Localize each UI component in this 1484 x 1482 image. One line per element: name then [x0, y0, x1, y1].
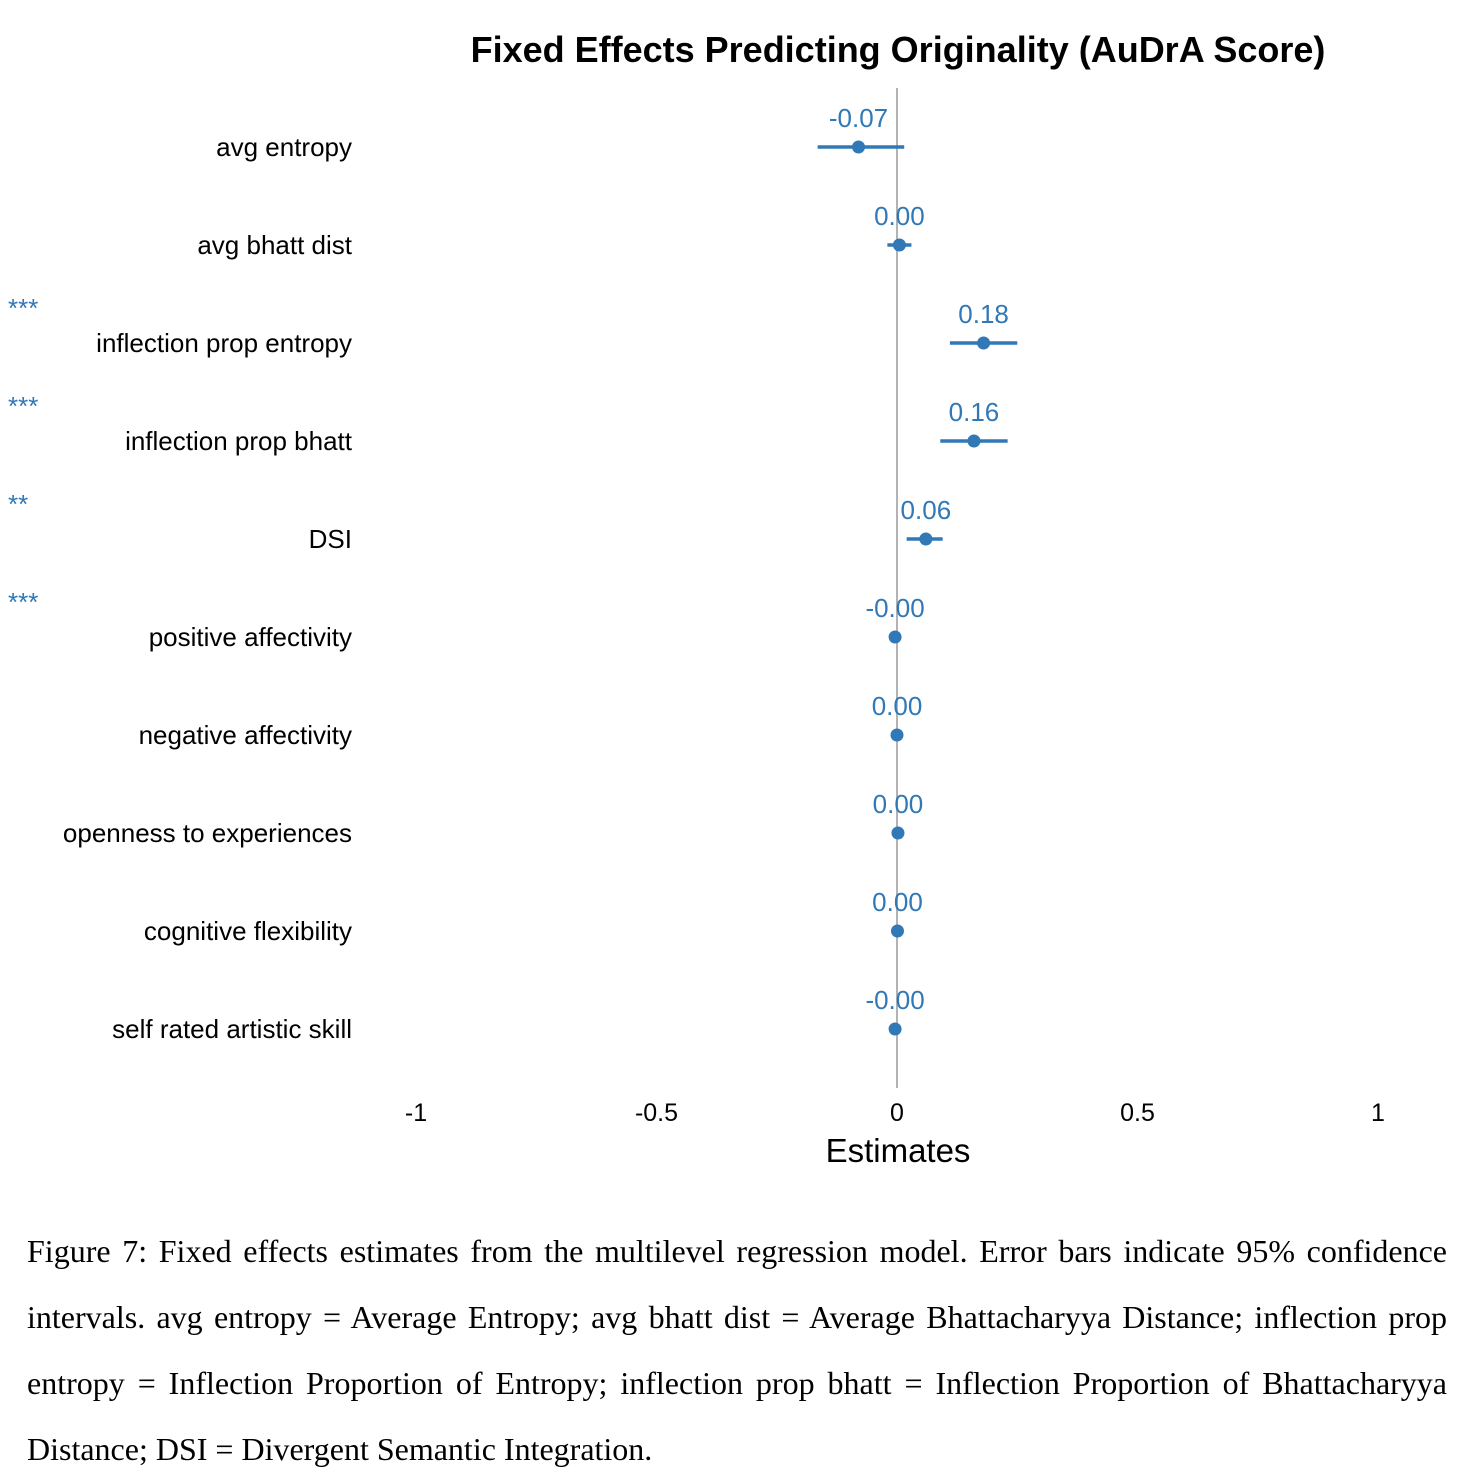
- forest-row: avg entropy -0.07: [216, 103, 905, 162]
- significance-stars: ***: [8, 293, 38, 323]
- estimate-value-label: -0.07: [829, 103, 888, 133]
- y-tick-label: openness to experiences: [63, 818, 352, 848]
- forest-plot: Fixed Effects Predicting Originality (Au…: [8, 29, 1385, 1169]
- y-tick-label: negative affectivity: [139, 720, 352, 750]
- forest-row: positive affectivity -0.00 ***: [8, 587, 925, 652]
- estimate-point: [888, 1022, 902, 1036]
- forest-row: cognitive flexibility 0.00: [144, 887, 923, 946]
- estimate-point: [890, 728, 904, 742]
- estimate-value-label: 0.16: [949, 397, 1000, 427]
- estimate-value-label: 0.00: [873, 789, 924, 819]
- y-tick-label: avg bhatt dist: [197, 230, 352, 260]
- estimate-point: [892, 238, 906, 252]
- estimate-value-label: 0.00: [874, 201, 925, 231]
- estimate-value-label: 0.00: [872, 887, 923, 917]
- x-tick-label: 0.5: [1120, 1099, 1155, 1127]
- y-tick-label: inflection prop entropy: [96, 328, 352, 358]
- forest-row: self rated artistic skill -0.00: [112, 985, 925, 1044]
- x-axis-ticks: -1 -0.5 0 0.5 1: [405, 1099, 1385, 1127]
- estimate-point: [919, 532, 933, 546]
- estimate-value-label: 0.06: [901, 495, 952, 525]
- estimate-value-label: -0.00: [865, 593, 924, 623]
- x-tick-label: 1: [1371, 1099, 1385, 1127]
- x-axis-title: Estimates: [826, 1132, 971, 1169]
- significance-stars: **: [8, 489, 28, 519]
- plot-rows: avg entropy -0.07 avg bhatt dist 0.00 inflec…: [8, 103, 1018, 1044]
- y-tick-label: positive affectivity: [149, 622, 352, 652]
- significance-stars: ***: [8, 391, 38, 421]
- y-tick-label: cognitive flexibility: [144, 916, 352, 946]
- y-tick-label: inflection prop bhatt: [125, 426, 353, 456]
- chart-title: Fixed Effects Predicting Originality (Au…: [471, 29, 1326, 70]
- y-tick-label: DSI: [309, 524, 352, 554]
- estimate-point: [891, 826, 905, 840]
- estimate-point: [977, 336, 991, 350]
- forest-row: openness to experiences 0.00: [63, 789, 923, 848]
- estimate-value-label: 0.18: [958, 299, 1009, 329]
- estimate-point: [852, 140, 866, 154]
- estimate-point: [890, 924, 904, 938]
- significance-stars: ***: [8, 587, 38, 617]
- estimate-value-label: 0.00: [872, 691, 923, 721]
- estimate-point: [888, 630, 902, 644]
- forest-row: negative affectivity 0.00: [139, 691, 923, 750]
- y-tick-label: self rated artistic skill: [112, 1014, 352, 1044]
- forest-row: avg bhatt dist 0.00: [197, 201, 924, 260]
- x-tick-label: -1: [405, 1099, 427, 1127]
- forest-row: inflection prop entropy 0.18 ***: [8, 293, 1018, 358]
- forest-row: inflection prop bhatt 0.16 ***: [8, 391, 1008, 456]
- forest-row: DSI 0.06 **: [8, 489, 951, 554]
- x-tick-label: 0: [890, 1099, 904, 1127]
- figure-caption: Figure 7: Fixed effects estimates from t…: [27, 1233, 1447, 1467]
- x-tick-label: -0.5: [635, 1099, 678, 1127]
- y-tick-label: avg entropy: [216, 132, 352, 162]
- estimate-value-label: -0.00: [865, 985, 924, 1015]
- estimate-point: [967, 434, 981, 448]
